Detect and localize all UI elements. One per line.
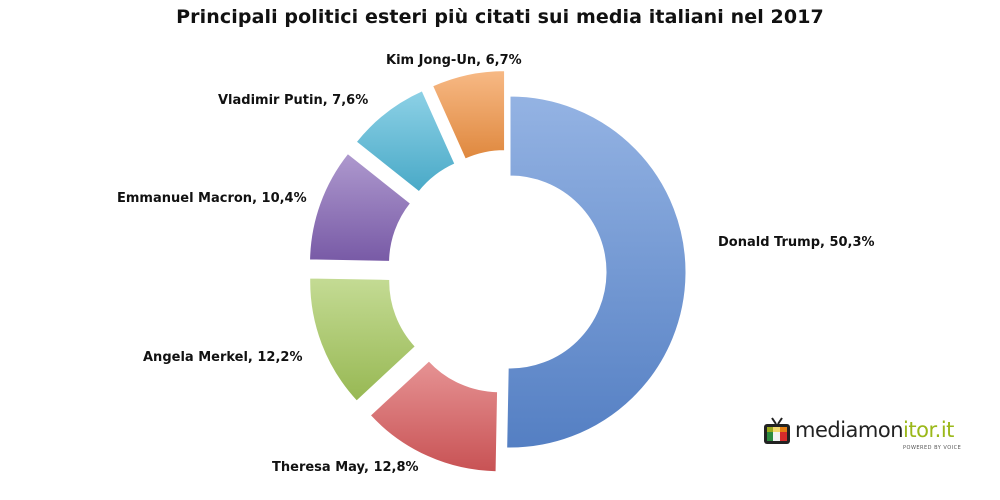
slice-donald-trump [506,95,687,449]
slice-vladimir-putin [355,90,456,193]
tv-icon [764,417,790,444]
slice-label-vladimir-putin: Vladimir Putin, 7,6% [218,93,368,108]
slice-emmanuel-macron [309,152,412,262]
chart-title: Principali politici esteri più citati su… [176,6,824,28]
slice-theresa-may [369,360,499,473]
mediamonitor-logo: mediamonitor.it POWERED BY VOICE [763,412,963,452]
slice-label-angela-merkel: Angela Merkel, 12,2% [143,350,303,365]
slice-label-theresa-may: Theresa May, 12,8% [272,460,419,475]
brand-name: mediamonitor.it [795,418,954,442]
slice-label-emmanuel-macron: Emmanuel Macron, 10,4% [117,191,307,206]
slice-angela-merkel [309,277,417,402]
slice-label-donald-trump: Donald Trump, 50,3% [718,235,875,250]
slice-kim-jong-un [431,70,506,160]
brand-tagline: POWERED BY VOICE [903,445,962,451]
slice-label-kim-jong-un: Kim Jong-Un, 6,7% [386,53,522,68]
